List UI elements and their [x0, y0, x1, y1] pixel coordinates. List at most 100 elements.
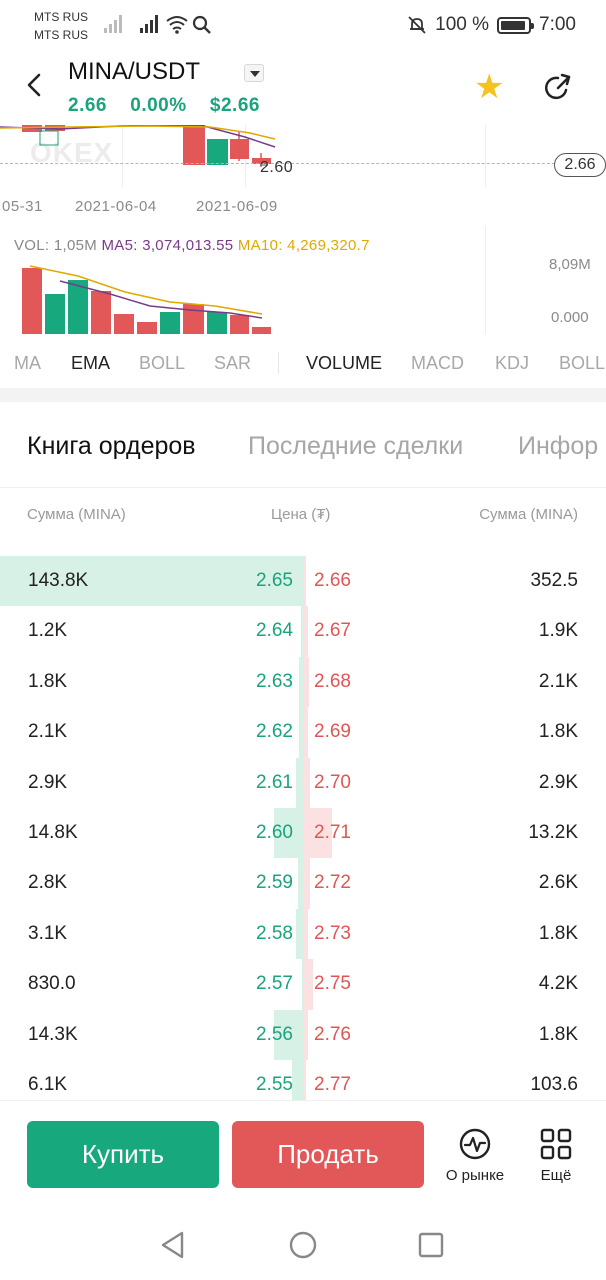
- nav-recents-icon[interactable]: [417, 1231, 445, 1259]
- bid-quantity: 6.1K: [28, 1074, 68, 1095]
- ask-price: 2.67: [314, 620, 351, 642]
- ask-quantity: 352.5: [530, 570, 578, 591]
- volume-axis-top: 8,09M: [549, 256, 591, 273]
- tab-boll-sub[interactable]: BOLL: [559, 353, 606, 373]
- clock: 7:00: [539, 14, 576, 35]
- chevron-down-icon[interactable]: [244, 64, 264, 82]
- nav-back-icon[interactable]: [158, 1230, 188, 1260]
- ask-depth-bar: [304, 908, 308, 960]
- candles: [0, 125, 276, 167]
- price-summary: 2.66 0.00% $2.66: [68, 95, 278, 117]
- watermark: OKEX: [30, 137, 114, 168]
- bid-price: 2.59: [256, 872, 293, 894]
- pair-title[interactable]: MINA/USDT: [68, 58, 200, 85]
- bid-price: 2.61: [256, 771, 293, 793]
- section-tabs: Книга ордеров Последние сделки Инфор: [0, 402, 606, 488]
- ask-quantity: 2.9K: [538, 771, 578, 793]
- status-right: 100 % 7:00: [407, 14, 576, 36]
- ask-price: 2.69: [314, 721, 351, 743]
- tab-boll[interactable]: BOLL: [139, 353, 186, 373]
- bid-amount-header: Сумма (MINA): [27, 506, 126, 523]
- ask-price: 2.77: [314, 1074, 351, 1095]
- volume-bar: [252, 327, 271, 334]
- pulse-icon: [459, 1128, 491, 1160]
- order-book-row[interactable]: 2.8K 2.59 2.72 2.6K: [0, 858, 606, 909]
- order-book-row[interactable]: 2.1K 2.62 2.69 1.8K: [0, 707, 606, 758]
- action-bar: Купить Продать О рынке Ещё: [0, 1100, 606, 1205]
- bid-quantity: 830.0: [28, 973, 76, 995]
- back-arrow-icon[interactable]: [20, 70, 50, 100]
- low-price-label: 2.60: [260, 159, 294, 176]
- order-book-row[interactable]: 3.1K 2.58 2.73 1.8K: [0, 908, 606, 960]
- current-price-tag: 2.66: [554, 153, 606, 177]
- volume-value: VOL: 1,05M: [14, 237, 98, 254]
- signal-1-icon: [104, 15, 124, 33]
- candlestick-chart[interactable]: OKEX 2.60 2.66: [0, 125, 606, 187]
- bid-depth-bar: [299, 656, 304, 708]
- wifi-icon: [166, 16, 188, 34]
- tab-kdj[interactable]: KDJ: [495, 353, 530, 373]
- bid-quantity: 1.2K: [28, 620, 68, 642]
- ask-price: 2.66: [314, 570, 351, 591]
- bid-depth-bar: [302, 959, 304, 1010]
- ask-depth-bar: [304, 606, 308, 657]
- ask-quantity: 1.8K: [538, 922, 578, 944]
- bid-price: 2.58: [256, 922, 293, 944]
- order-book-row[interactable]: 1.2K 2.64 2.67 1.9K: [0, 606, 606, 657]
- bid-quantity: 2.1K: [28, 721, 68, 743]
- carrier-1: MTS RUS: [34, 10, 88, 24]
- ask-depth-bar: [304, 808, 332, 859]
- date-label: 05-31: [2, 198, 43, 215]
- order-book-row[interactable]: 143.8K 2.65 2.66 352.5: [0, 556, 606, 607]
- tab-sar[interactable]: SAR: [214, 353, 252, 373]
- bid-depth-bar: [273, 808, 304, 859]
- order-book-row[interactable]: 830.0 2.57 2.75 4.2K: [0, 959, 606, 1010]
- sell-button[interactable]: Продать: [232, 1121, 424, 1188]
- ask-amount-header: Сумма (MINA): [479, 506, 578, 523]
- buy-button[interactable]: Купить: [27, 1121, 219, 1188]
- order-book-row[interactable]: 14.3K 2.56 2.76 1.8K: [0, 1009, 606, 1060]
- tab-ma[interactable]: MA: [14, 353, 41, 373]
- bid-price: 2.56: [256, 1023, 293, 1045]
- share-icon[interactable]: [542, 72, 574, 104]
- bell-muted-icon: [408, 16, 426, 34]
- date-label: 2021-06-09: [196, 198, 278, 215]
- volume-bar: [137, 322, 157, 334]
- pair-header: MINA/USDT 2.66 0.00% $2.66 ★: [0, 50, 606, 125]
- order-book-row[interactable]: 1.8K 2.63 2.68 2.1K: [0, 656, 606, 708]
- tab-recent-trades[interactable]: Последние сделки: [248, 432, 464, 460]
- bid-depth-bar: [273, 1009, 304, 1060]
- star-icon[interactable]: ★: [474, 68, 505, 106]
- bid-price: 2.57: [256, 973, 293, 995]
- volume-legend: VOL: 1,05M MA5: 3,074,013.55 MA10: 4,269…: [14, 237, 370, 254]
- volume-bar: [45, 294, 65, 334]
- ask-price: 2.68: [314, 670, 351, 692]
- ask-quantity: 1.9K: [538, 620, 578, 642]
- nav-home-icon[interactable]: [288, 1230, 318, 1260]
- ask-quantity: 103.6: [530, 1074, 578, 1095]
- ma5-value: MA5: 3,074,013.55: [101, 237, 234, 254]
- order-book-row[interactable]: 14.8K 2.60 2.71 13.2K: [0, 808, 606, 859]
- signal-2-icon: [140, 15, 160, 33]
- price-header: Цена (₮): [271, 506, 331, 523]
- ask-depth-bar: [304, 556, 306, 607]
- more-label: Ещё: [540, 1167, 572, 1184]
- bid-depth-bar: [300, 606, 304, 657]
- tab-order-book[interactable]: Книга ордеров: [27, 432, 196, 460]
- tab-volume[interactable]: VOLUME: [306, 353, 383, 373]
- volume-chart[interactable]: VOL: 1,05M MA5: 3,074,013.55 MA10: 4,269…: [0, 226, 606, 336]
- order-book-row[interactable]: 2.9K 2.61 2.70 2.9K: [0, 757, 606, 808]
- tab-ema[interactable]: EMA: [71, 353, 111, 373]
- bid-depth-bar: [298, 707, 304, 758]
- change-percent: 0.00%: [130, 95, 187, 116]
- market-info-button[interactable]: О рынке: [435, 1127, 515, 1184]
- bid-price: 2.65: [256, 570, 293, 591]
- more-button[interactable]: Ещё: [516, 1127, 596, 1184]
- tab-info[interactable]: Инфор: [518, 432, 599, 460]
- last-price: 2.66: [68, 95, 107, 116]
- volume-bar: [207, 312, 227, 334]
- bid-quantity: 143.8K: [28, 570, 89, 591]
- tab-macd[interactable]: MACD: [411, 353, 464, 373]
- order-book-row[interactable]: 6.1K 2.55 2.77 103.6: [0, 1060, 606, 1111]
- indicator-divider: [278, 352, 279, 374]
